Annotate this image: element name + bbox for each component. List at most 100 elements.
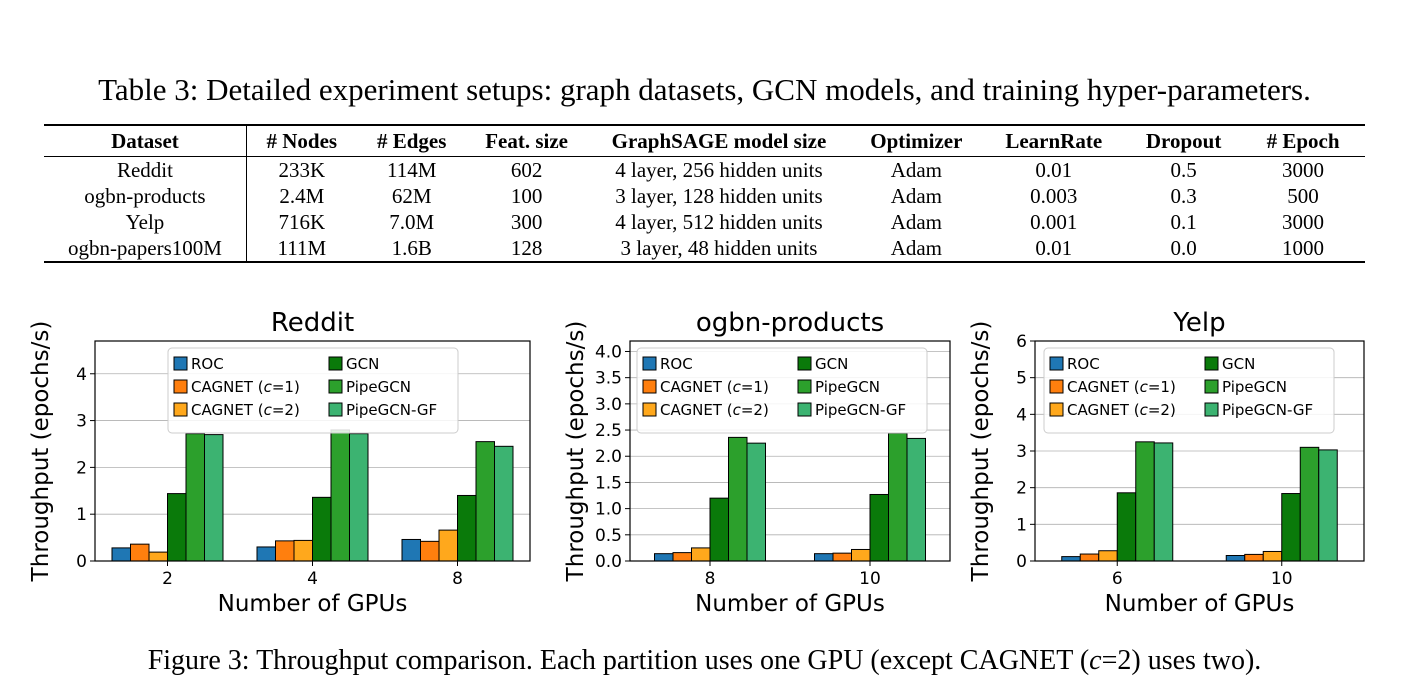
chart-title: Reddit: [271, 308, 354, 338]
legend-swatch-pipegcn: [328, 379, 343, 394]
cell-dataset: ogbn-papers100M: [44, 235, 247, 263]
y-tick-label: 0.5: [595, 526, 622, 546]
chart-title: Yelp: [1172, 308, 1225, 338]
cell-epoch: 3000: [1282, 157, 1325, 182]
cell-edges: 62M: [391, 183, 432, 208]
legend-swatch-roc: [642, 356, 657, 371]
cell-learnrate: 0.01: [1035, 157, 1073, 182]
table-caption: Table 3: Detailed experiment setups: gra…: [98, 72, 1311, 107]
bar-cagnet-c-1-10: [832, 552, 852, 562]
cell-dropout: 0.0: [1126, 235, 1242, 263]
legend-label-roc: ROC: [1067, 355, 1100, 373]
bar-pipegcn-2: [185, 433, 205, 562]
bar-roc-8: [654, 553, 674, 562]
legend-label-gcn: GCN: [346, 355, 379, 373]
bar-pipegcn-gf-8: [494, 445, 514, 562]
y-tick-label: 2.0: [595, 447, 622, 467]
bar-pipegcn-gf-10: [906, 437, 926, 562]
chart-3: 0 1 2 3 4 5 6 6 10 Yelp Number of GPUs Throughput (…: [968, 308, 1365, 617]
y-tick-label: 3.0: [595, 395, 622, 415]
bar-cagnet-c-2-2: [148, 551, 168, 562]
bar-pipegcn-8: [475, 441, 495, 562]
setup-table-container: Dataset # Nodes # Edges Feat. size Graph…: [44, 124, 1365, 263]
y-tick-label: 1.5: [595, 473, 622, 493]
cell-dataset: Reddit: [44, 156, 247, 183]
legend-frame: [1043, 347, 1335, 434]
y-tick-label: 4: [76, 365, 87, 385]
cell-nodes: 233K: [278, 157, 326, 182]
legend-label-cagnet-c-1: CAGNET (c=1): [660, 378, 769, 396]
bar-cagnet-c-1-8: [672, 552, 692, 562]
header-dataset: Dataset: [44, 125, 247, 157]
x-tick-label: 2: [162, 569, 173, 589]
header-optimizer: Optimizer: [870, 128, 963, 153]
table-header-row: Dataset # Nodes # Edges Feat. size Graph…: [44, 125, 1365, 157]
legend-swatch-roc: [1049, 356, 1064, 371]
cell-epoch: 500: [1287, 183, 1319, 208]
y-tick-label: 3: [1016, 442, 1027, 462]
cell-nodes: 111M: [246, 235, 357, 263]
y-tick-label: 3.5: [595, 369, 622, 389]
bar-cagnet-c-1-2: [130, 543, 150, 562]
legend-swatch-roc: [173, 356, 188, 371]
y-axis-label: Throughput (epochs/s): [28, 321, 54, 583]
legend-label-pipegcn: PipeGCN: [346, 378, 411, 396]
legend-swatch-gcn: [797, 356, 812, 371]
bar-cagnet-c-2-8: [438, 529, 458, 562]
y-axis-label: Throughput (epochs/s): [968, 321, 994, 583]
bar-cagnet-c-1-8: [420, 540, 440, 562]
legend-label-pipegcn: PipeGCN: [815, 378, 880, 396]
cell-nodes: 2.4M: [279, 183, 325, 208]
y-axis-label: Throughput (epochs/s): [563, 321, 589, 583]
legend-label-cagnet-c-1: CAGNET (c=1): [1067, 378, 1176, 396]
header-learnrate: LearnRate: [1005, 128, 1103, 153]
legend-label-cagnet-c-2: CAGNET (c=2): [191, 401, 300, 419]
bar-pipegcn-gf-6: [1153, 442, 1174, 562]
bar-gcn-6: [1116, 492, 1137, 562]
bar-pipegcn-10: [1299, 446, 1320, 562]
legend-label-cagnet-c-2: CAGNET (c=2): [1067, 401, 1176, 419]
header-edges: # Edges: [376, 128, 447, 153]
legend-swatch-cagnet-c-2: [173, 402, 188, 417]
header-epoch: # Epoch: [1266, 128, 1340, 153]
cell-dropout: 0.1: [1170, 209, 1197, 234]
cell-learnrate: 0.01: [981, 235, 1127, 263]
table-row: ogbn-papers100M 111M 1.6B 128 3 layer, 4…: [44, 235, 1365, 263]
bar-cagnet-c-2-10: [1262, 550, 1283, 562]
x-axis-label: Number of GPUs: [695, 591, 885, 617]
legend-swatch-cagnet-c-2: [1049, 402, 1064, 417]
bar-roc-8: [401, 538, 421, 562]
legend-frame: [636, 347, 928, 434]
x-tick-label: 10: [859, 569, 881, 589]
legend-label-gcn: GCN: [815, 355, 848, 373]
bar-roc-10: [814, 553, 834, 562]
x-tick-label: 10: [1271, 569, 1293, 589]
legend-label-pipegcn: PipeGCN: [1222, 378, 1287, 396]
bar-cagnet-c-1-10: [1244, 553, 1264, 562]
legend-swatch-pipegcn-gf: [328, 402, 343, 417]
y-tick-label: 0: [1016, 552, 1027, 572]
cell-learnrate: 0.001: [1030, 209, 1078, 234]
legend-label-pipegcn-gf: PipeGCN-GF: [1222, 401, 1313, 419]
cell-model-size: 3 layer, 48 hidden units: [586, 235, 852, 263]
legend-swatch-gcn: [1204, 356, 1219, 371]
y-tick-label: 2.5: [595, 421, 622, 441]
cell-dataset: ogbn-products: [44, 183, 247, 209]
legend-swatch-cagnet-c-1: [642, 379, 657, 394]
legend-swatch-cagnet-c-1: [1049, 379, 1064, 394]
y-tick-label: 0.0: [595, 552, 622, 572]
cell-optimizer: Adam: [890, 183, 943, 208]
bar-gcn-10: [869, 493, 889, 562]
legend-label-pipegcn-gf: PipeGCN-GF: [815, 401, 906, 419]
figure-caption-prefix: Figure 3: Throughput comparison. Each pa…: [147, 645, 1090, 676]
legend-swatch-pipegcn-gf: [797, 402, 812, 417]
legend-swatch-cagnet-c-1: [173, 379, 188, 394]
chart-1: 0 1 2 3 4 2 4 8 Reddit Number of GPUs Throughput (…: [28, 308, 531, 617]
header-feat-size: Feat. size: [485, 128, 568, 153]
throughput-figure: 0 1 2 3 4 2 4 8 Reddit Number of GPUs Throughput (…: [28, 308, 1365, 617]
bar-gcn-10: [1281, 493, 1301, 562]
x-axis-label: Number of GPUs: [218, 591, 408, 617]
chart-2: 0.0 0.5 1.0 1.5 2.0 2.5 3.0 3.5 4.0 8 10 ogbn-produ…: [563, 308, 951, 617]
table-row: ogbn-products 2.4M 62M 100 3 layer, 128 …: [44, 183, 1365, 209]
figure-caption: Figure 3: Throughput comparison. Each pa…: [0, 645, 1409, 677]
